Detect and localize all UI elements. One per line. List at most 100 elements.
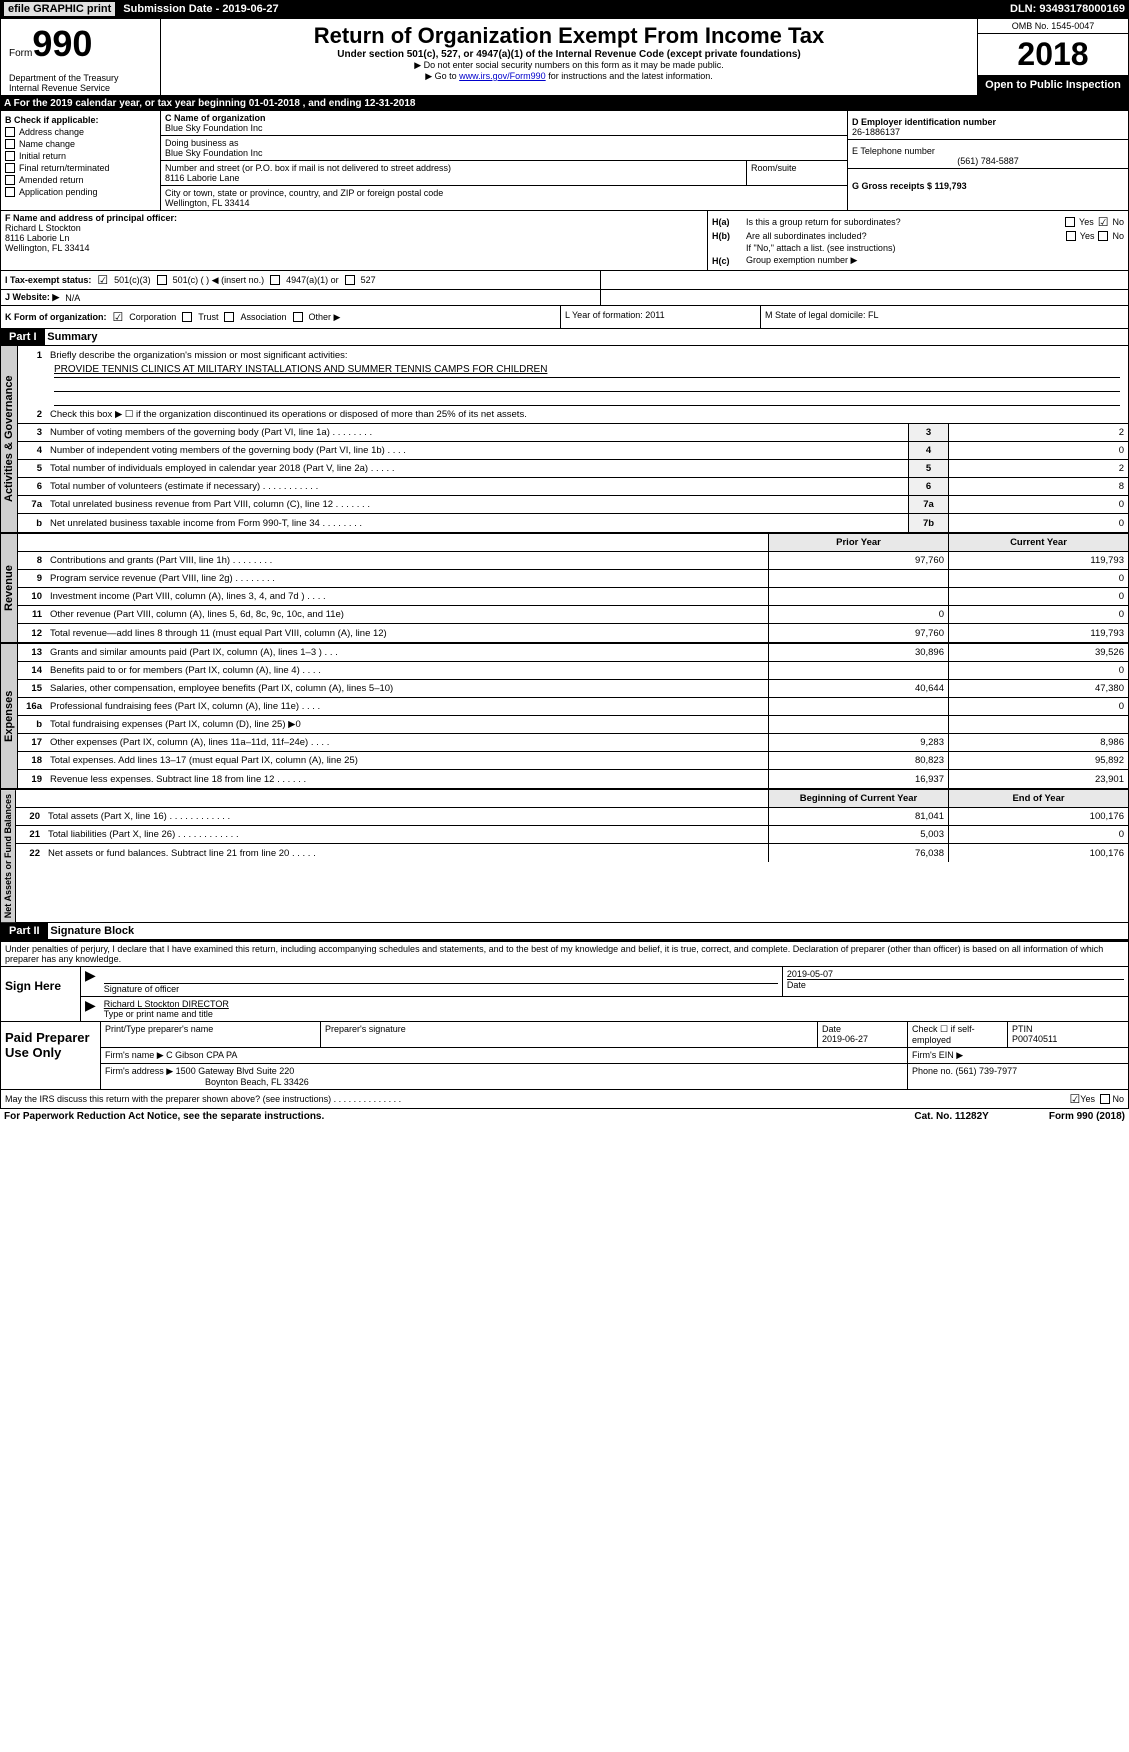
perjury-text: Under penalties of perjury, I declare th…: [1, 942, 1128, 967]
table-row: 19 Revenue less expenses. Subtract line …: [18, 770, 1128, 788]
f-label: F Name and address of principal officer:: [5, 213, 703, 223]
checkbox-icon[interactable]: [157, 275, 167, 285]
dba-row: Doing business as Blue Sky Foundation In…: [161, 136, 847, 161]
sig-officer-cell: Signature of officer: [100, 967, 783, 996]
form-num-dept-col: Form990 Department of the Treasury Inter…: [1, 19, 161, 95]
efile-label: efile GRAPHIC print: [4, 2, 115, 16]
form-number: 990: [32, 23, 92, 64]
d-label: D Employer identification number: [852, 117, 1124, 127]
current-value: 119,793: [948, 552, 1128, 569]
governance-label: Activities & Governance: [1, 346, 18, 532]
hb-label: H(b): [712, 231, 742, 241]
page-container: efile GRAPHIC print Submission Date - 20…: [0, 0, 1129, 1124]
street-cell: Number and street (or P.O. box if mail i…: [161, 161, 747, 185]
line-value: 0: [948, 442, 1128, 459]
checkbox-icon[interactable]: [1100, 1094, 1110, 1104]
firm-phone-cell: Phone no. (561) 739-7977: [908, 1064, 1128, 1089]
prep-name-cell: Print/Type preparer's name: [101, 1022, 321, 1047]
prior-value: 81,041: [768, 808, 948, 825]
dept-cell: Department of the Treasury Internal Reve…: [1, 71, 161, 95]
line2-text: Check this box ▶ ☐ if the organization d…: [46, 409, 1128, 420]
line-value: 0: [948, 496, 1128, 513]
org-name: Blue Sky Foundation Inc: [165, 123, 843, 133]
checkbox-icon[interactable]: [345, 275, 355, 285]
addr-row: Number and street (or P.O. box if mail i…: [161, 161, 847, 186]
checkbox-icon[interactable]: [1098, 231, 1108, 241]
prior-value: 16,937: [768, 770, 948, 788]
e-label: E Telephone number: [852, 146, 1124, 156]
city-row: City or town, state or province, country…: [161, 186, 847, 210]
line-box: 6: [908, 478, 948, 495]
instruct2-pre: ▶ Go to: [425, 71, 459, 81]
prep-name-label: Print/Type preparer's name: [105, 1024, 316, 1034]
table-row: 15 Salaries, other compensation, employe…: [18, 680, 1128, 698]
revenue-body: Prior Year Current Year 8 Contributions …: [18, 534, 1128, 642]
dba-label: Doing business as: [165, 138, 843, 148]
mission-blank: [54, 378, 1120, 392]
row-j: J Website: ▶ N/A: [0, 290, 1129, 306]
year-formation: L Year of formation: 2011: [561, 306, 761, 328]
prior-value: [768, 698, 948, 715]
col-end: End of Year: [948, 790, 1128, 807]
check-self: Check ☐ if self-employed: [912, 1024, 1003, 1045]
section-bcd: B Check if applicable: Address change Na…: [0, 111, 1129, 211]
current-value: 39,526: [948, 644, 1128, 661]
table-row: 17 Other expenses (Part IX, column (A), …: [18, 734, 1128, 752]
cb-final-return[interactable]: Final return/terminated: [5, 163, 156, 173]
j-label: J Website: ▶: [5, 292, 59, 303]
ein-value: 26-1886137: [852, 127, 1124, 137]
rev-header: Prior Year Current Year: [18, 534, 1128, 552]
mission-blank: [54, 392, 1120, 406]
hb-row: H(b) Are all subordinates included? Yes …: [712, 231, 1124, 241]
website-value: N/A: [65, 293, 80, 303]
table-row: 16a Professional fundraising fees (Part …: [18, 698, 1128, 716]
checkbox-icon[interactable]: [270, 275, 280, 285]
paid-preparer-section: Paid Preparer Use Only Print/Type prepar…: [0, 1022, 1129, 1090]
hc-row: H(c) Group exemption number ▶: [712, 255, 1124, 266]
checkmark-icon: ☑: [1070, 1092, 1081, 1106]
prep-date-cell: Date 2019-06-27: [818, 1022, 908, 1047]
firm-name-cell: Firm's name ▶ C Gibson CPA PA: [101, 1048, 908, 1063]
checkbox-icon[interactable]: [1066, 231, 1076, 241]
line-value: 2: [948, 424, 1128, 441]
arrow-icon: ▶: [81, 967, 100, 996]
table-row: 6 Total number of volunteers (estimate i…: [18, 478, 1128, 496]
line-box: 3: [908, 424, 948, 441]
officer-name-typed: Richard L Stockton DIRECTOR: [104, 999, 1124, 1009]
instruct2-post: for instructions and the latest informat…: [546, 71, 713, 81]
cb-pending[interactable]: Application pending: [5, 187, 156, 197]
prep-row-1: Print/Type preparer's name Preparer's si…: [101, 1022, 1128, 1048]
col-d: D Employer identification number 26-1886…: [848, 111, 1128, 210]
tax-year: 2018: [978, 34, 1128, 75]
firm-ein-label: Firm's EIN ▶: [912, 1050, 963, 1060]
checkbox-icon[interactable]: [182, 312, 192, 322]
line1-label: Briefly describe the organization's miss…: [46, 350, 1128, 361]
current-value: 23,901: [948, 770, 1128, 788]
checkbox-icon[interactable]: [293, 312, 303, 322]
table-row: 13 Grants and similar amounts paid (Part…: [18, 644, 1128, 662]
checkbox-icon[interactable]: [224, 312, 234, 322]
sign-fields: ▶ Signature of officer 2019-05-07 Date ▶…: [81, 967, 1128, 1021]
dept-line1: Department of the Treasury: [9, 73, 152, 83]
revenue-section: Revenue Prior Year Current Year 8 Contri…: [0, 533, 1129, 643]
firm-addr-row: Firm's address ▶ 1500 Gateway Blvd Suite…: [101, 1064, 1128, 1089]
form990-link[interactable]: www.irs.gov/Form990: [459, 71, 546, 81]
i-label: I Tax-exempt status:: [5, 275, 91, 285]
dept-line2: Internal Revenue Service: [9, 83, 152, 93]
sign-here-row: Sign Here ▶ Signature of officer 2019-05…: [1, 967, 1128, 1021]
checkmark-icon: ☑: [97, 273, 108, 287]
table-row: 12 Total revenue—add lines 8 through 11 …: [18, 624, 1128, 642]
cb-name-change[interactable]: Name change: [5, 139, 156, 149]
ptin-value: P00740511: [1012, 1034, 1124, 1044]
prior-value: 76,038: [768, 844, 948, 862]
cb-amended[interactable]: Amended return: [5, 175, 156, 185]
current-value: 8,986: [948, 734, 1128, 751]
checkbox-icon: [5, 151, 15, 161]
prep-sig-label: Preparer's signature: [325, 1024, 813, 1034]
title-cell: Return of Organization Exempt From Incom…: [161, 19, 978, 95]
cb-initial-return[interactable]: Initial return: [5, 151, 156, 161]
cb-address-change[interactable]: Address change: [5, 127, 156, 137]
checkbox-icon[interactable]: [1065, 217, 1075, 227]
org-name-row: C Name of organization Blue Sky Foundati…: [161, 111, 847, 136]
officer-typed: Richard L Stockton DIRECTOR Type or prin…: [100, 997, 1128, 1021]
